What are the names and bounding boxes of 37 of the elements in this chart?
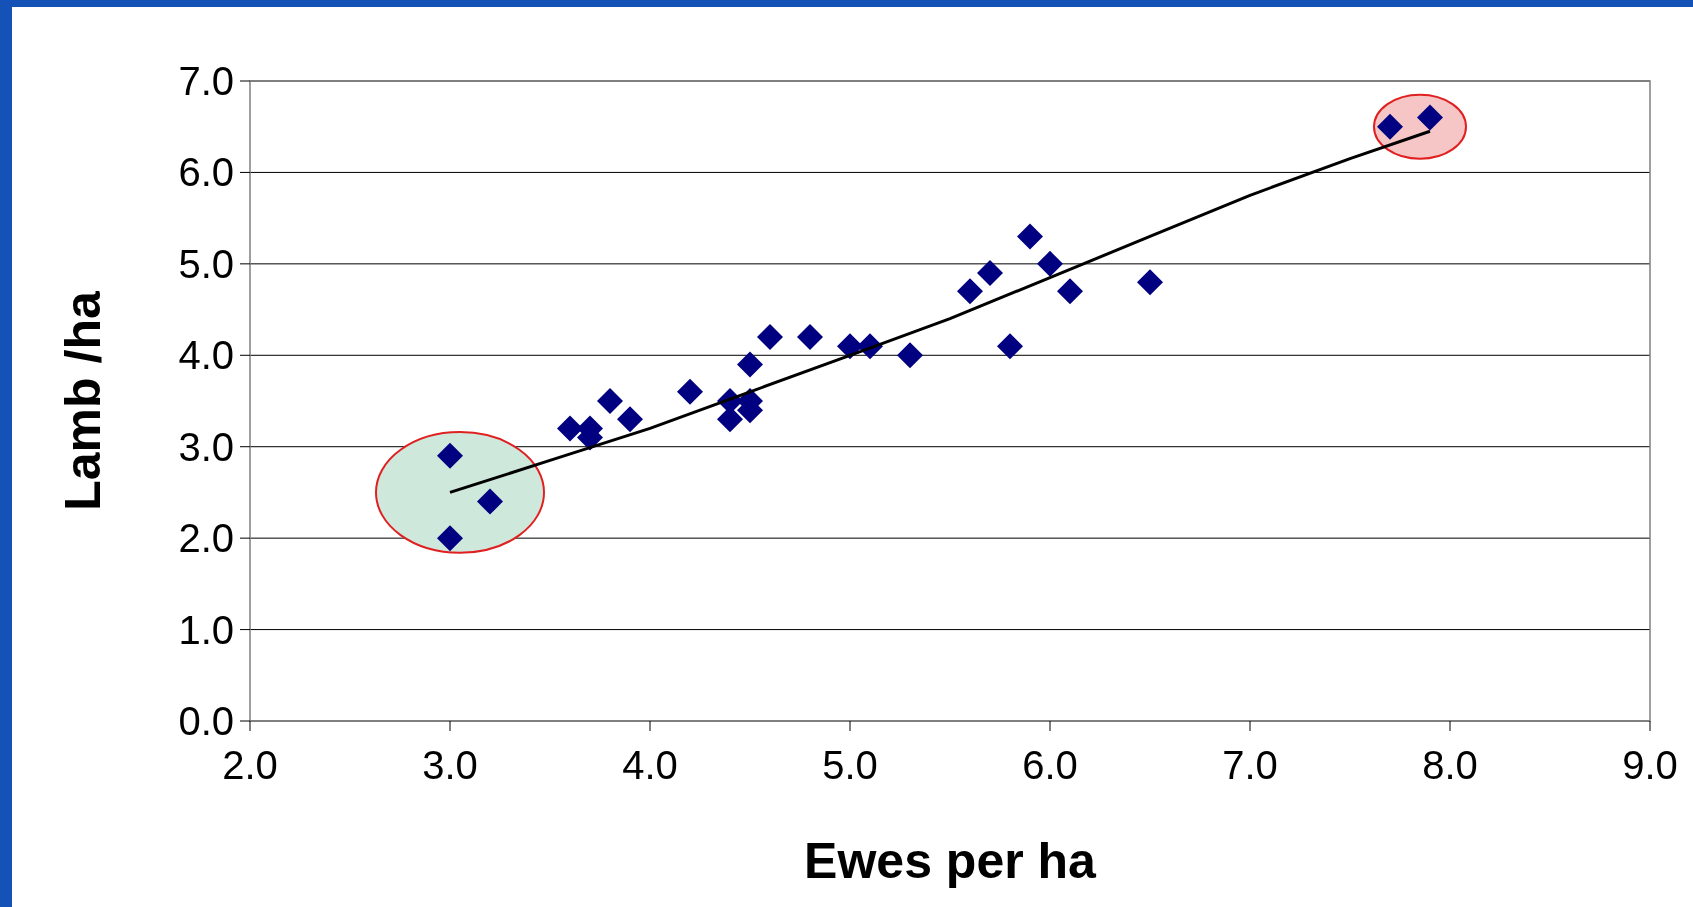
point <box>677 378 703 405</box>
point <box>797 324 823 350</box>
y-tick-label: 0.0 <box>178 699 234 743</box>
x-tick-label: 9.0 <box>1622 743 1678 787</box>
y-tick-label: 5.0 <box>178 241 234 286</box>
x-tick-label: 6.0 <box>1022 743 1078 787</box>
point <box>897 342 923 369</box>
point <box>977 260 1003 286</box>
point <box>1057 278 1083 305</box>
point <box>997 333 1023 360</box>
x-tick-label: 2.0 <box>222 743 278 787</box>
point <box>437 525 463 552</box>
x-axis-title: Ewes per ha <box>804 833 1098 889</box>
point <box>1037 250 1063 277</box>
y-tick-label: 7.0 <box>178 59 234 103</box>
y-tick-label: 2.0 <box>178 516 234 561</box>
x-tick-label: 7.0 <box>1222 743 1278 787</box>
point <box>757 324 783 350</box>
point <box>437 442 463 469</box>
point <box>737 351 763 378</box>
point <box>617 406 643 433</box>
point <box>1017 223 1043 250</box>
y-tick-label: 3.0 <box>178 424 234 469</box>
point <box>957 278 983 305</box>
point <box>1377 113 1403 140</box>
x-tick-label: 4.0 <box>622 743 678 787</box>
x-tick-label: 3.0 <box>422 743 478 787</box>
x-tick-label: 5.0 <box>822 743 878 787</box>
y-tick-label: 4.0 <box>178 333 234 378</box>
x-tick-label: 8.0 <box>1422 743 1478 787</box>
y-tick-label: 6.0 <box>178 150 234 195</box>
point <box>597 388 623 414</box>
point <box>557 415 583 442</box>
y-tick-label: 1.0 <box>178 607 234 652</box>
point <box>477 488 503 515</box>
y-axis-title: Lamb /ha <box>55 290 111 511</box>
point <box>1137 269 1163 296</box>
